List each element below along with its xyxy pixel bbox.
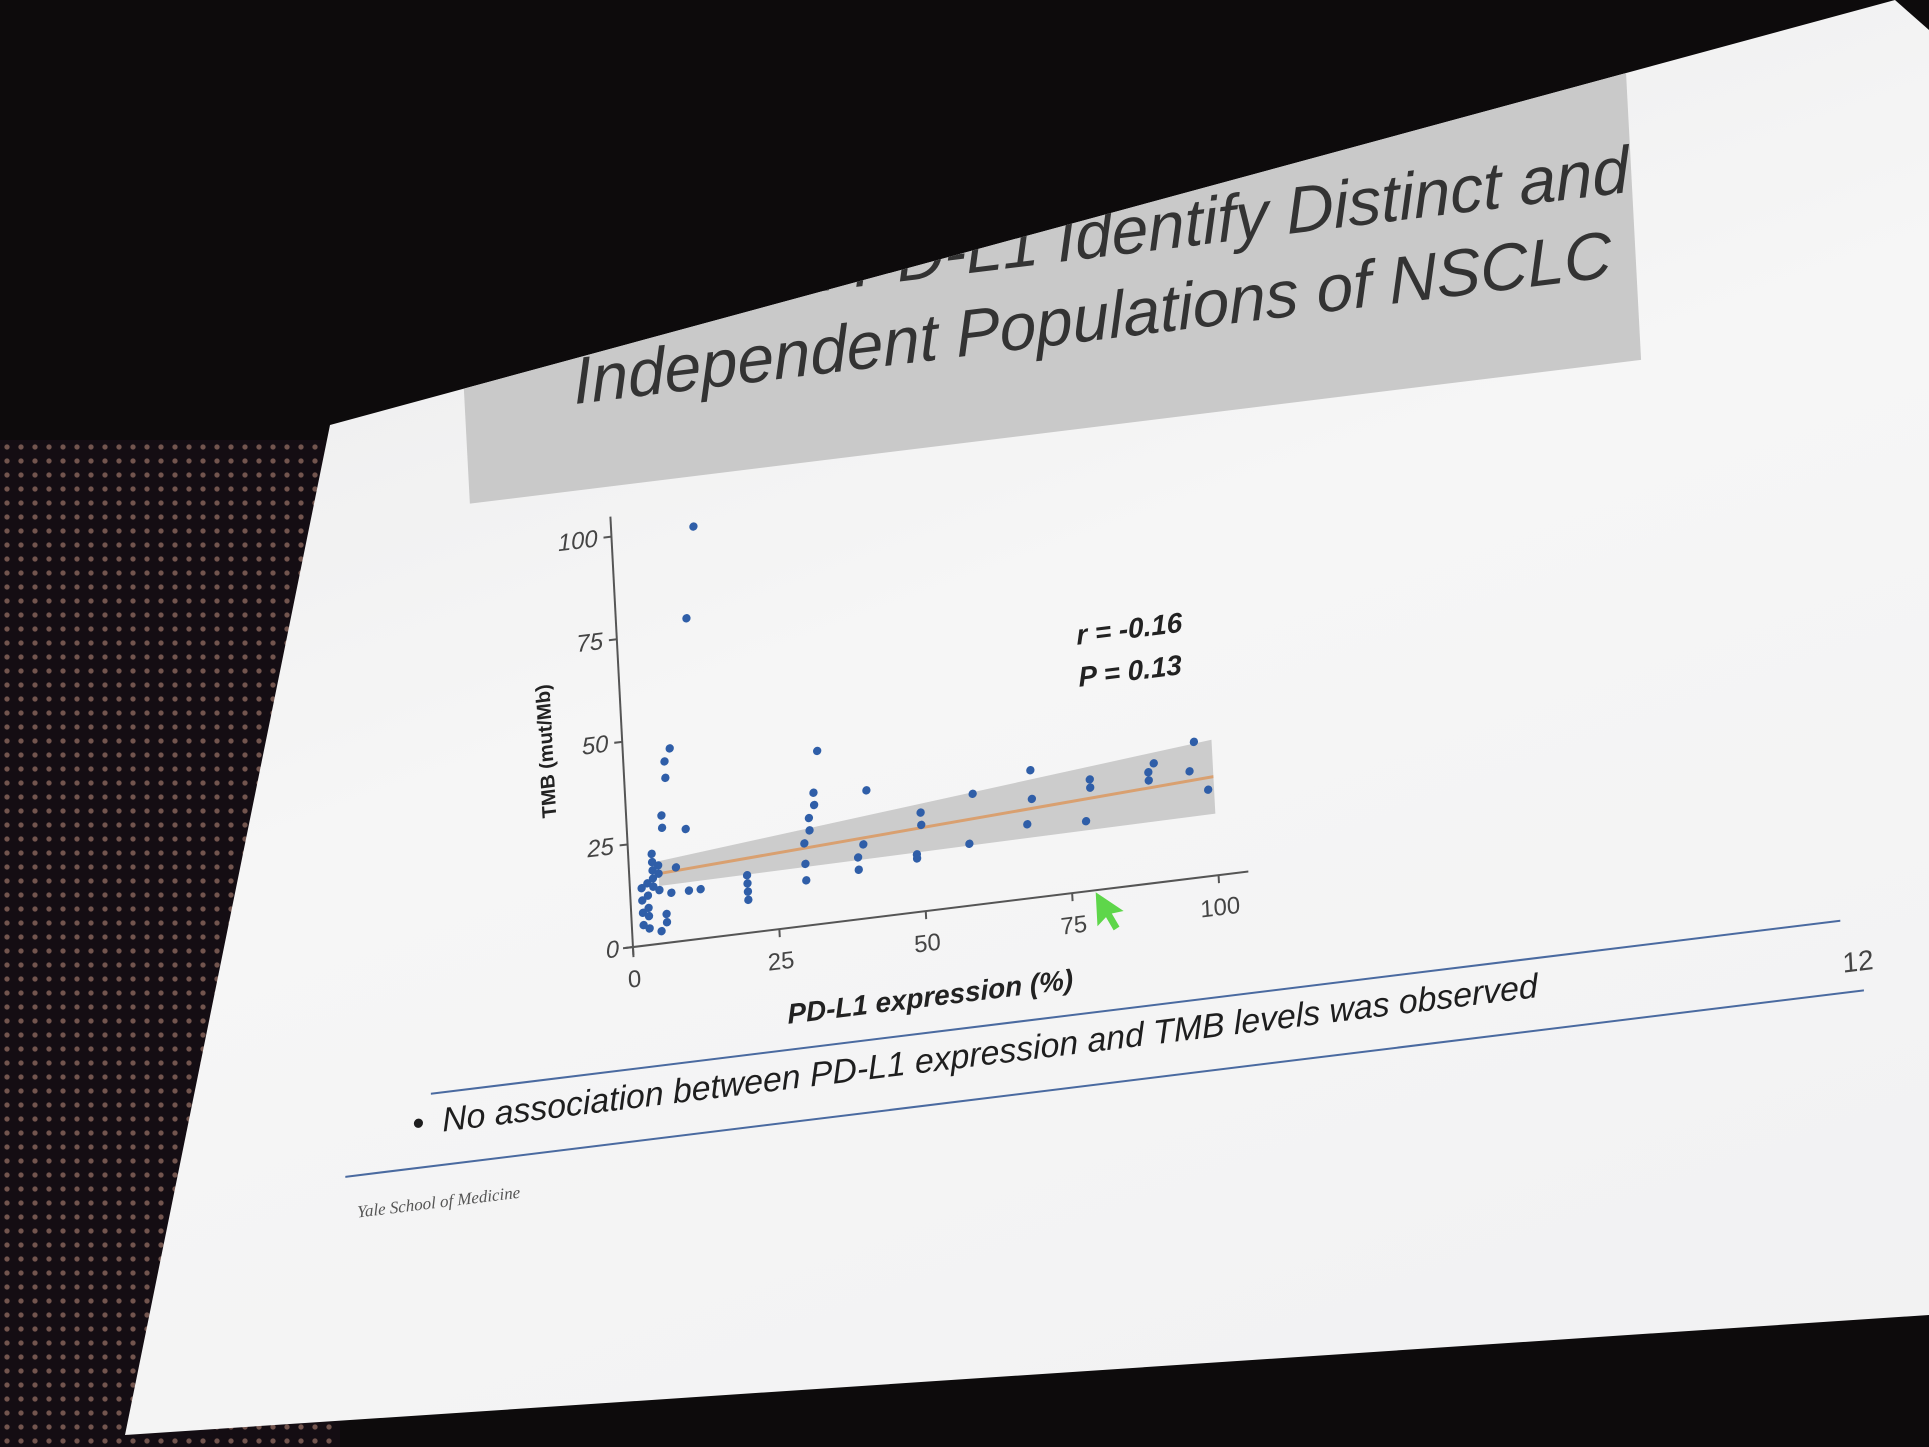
data-point bbox=[1023, 820, 1032, 829]
data-point bbox=[662, 917, 672, 927]
correlation-annotation: r = -0.16 bbox=[1076, 607, 1184, 651]
y-tick-label: 0 bbox=[605, 936, 620, 965]
data-point bbox=[648, 866, 657, 875]
data-point bbox=[681, 824, 690, 834]
y-tick-mark bbox=[624, 946, 634, 950]
data-point bbox=[671, 863, 681, 872]
y-tick-mark bbox=[603, 535, 612, 539]
data-point bbox=[801, 859, 810, 869]
y-tick-label: 25 bbox=[586, 833, 616, 863]
y-tick-label: 75 bbox=[576, 628, 605, 658]
footer-institution: Yale School of Medicine bbox=[356, 1182, 521, 1222]
data-point bbox=[644, 903, 653, 913]
data-point bbox=[655, 885, 664, 895]
data-point bbox=[802, 876, 811, 885]
y-tick-label: 50 bbox=[581, 730, 610, 760]
p-value-annotation: P = 0.13 bbox=[1078, 649, 1183, 693]
data-point bbox=[665, 744, 674, 753]
data-point bbox=[859, 840, 868, 849]
x-axis-line bbox=[622, 870, 1249, 950]
data-point bbox=[800, 839, 809, 848]
data-point bbox=[660, 757, 669, 766]
data-point bbox=[638, 908, 648, 918]
data-point bbox=[916, 808, 925, 817]
data-point bbox=[1081, 816, 1091, 826]
data-point bbox=[912, 850, 922, 859]
data-point bbox=[743, 879, 752, 888]
data-point bbox=[649, 882, 658, 891]
data-point bbox=[643, 891, 653, 900]
data-point bbox=[696, 884, 705, 894]
x-tick-label: 75 bbox=[1060, 911, 1088, 941]
confidence-band bbox=[657, 739, 1216, 886]
data-point bbox=[1085, 775, 1094, 784]
x-tick-label: 25 bbox=[767, 947, 795, 977]
y-axis-line bbox=[609, 516, 635, 958]
slide: TMB and PD-L1 Identify Distinct and Inde… bbox=[230, 0, 1923, 1361]
data-point bbox=[1144, 776, 1153, 785]
data-point bbox=[637, 883, 646, 893]
data-point bbox=[809, 788, 818, 797]
data-point bbox=[645, 924, 654, 933]
data-point bbox=[662, 909, 671, 919]
data-point bbox=[965, 839, 974, 849]
data-point bbox=[638, 896, 647, 905]
data-point bbox=[657, 926, 666, 936]
y-tick-mark bbox=[619, 843, 628, 847]
data-point bbox=[1144, 768, 1153, 777]
data-point bbox=[862, 786, 871, 795]
regression-line bbox=[658, 775, 1214, 876]
data-point bbox=[742, 870, 752, 880]
data-point bbox=[647, 849, 656, 859]
data-point bbox=[1204, 785, 1213, 794]
slide-page-number: 12 bbox=[1841, 943, 1875, 979]
data-point bbox=[648, 874, 658, 883]
x-tick-label: 50 bbox=[914, 929, 942, 959]
data-point bbox=[653, 861, 663, 870]
data-point bbox=[805, 826, 814, 835]
data-point bbox=[661, 773, 670, 783]
data-point bbox=[1027, 794, 1037, 804]
data-point bbox=[1189, 737, 1199, 747]
slide-title-box: TMB and PD-L1 Identify Distinct and Inde… bbox=[454, 59, 1642, 504]
data-point bbox=[643, 879, 652, 888]
data-point bbox=[1086, 783, 1095, 792]
data-point bbox=[667, 888, 676, 898]
data-point bbox=[647, 857, 657, 867]
data-point bbox=[809, 800, 819, 810]
data-point bbox=[917, 820, 926, 830]
data-point bbox=[684, 886, 694, 895]
x-tick-label: 100 bbox=[1200, 892, 1241, 924]
data-point bbox=[644, 911, 654, 921]
y-tick-label: 100 bbox=[557, 525, 599, 557]
data-point bbox=[1185, 767, 1194, 776]
data-point bbox=[853, 853, 863, 862]
data-point bbox=[1149, 759, 1158, 768]
x-tick-label: 0 bbox=[627, 965, 642, 994]
data-point bbox=[813, 746, 822, 756]
data-point bbox=[743, 887, 753, 896]
data-point bbox=[1026, 765, 1035, 775]
data-point bbox=[804, 813, 814, 823]
y-tick-mark bbox=[608, 638, 617, 642]
data-point bbox=[744, 895, 753, 905]
data-point bbox=[654, 869, 663, 878]
y-tick-mark bbox=[614, 740, 623, 744]
data-point bbox=[657, 811, 666, 820]
mouse-cursor-icon bbox=[1095, 892, 1124, 931]
data-point bbox=[682, 614, 691, 623]
data-point bbox=[689, 522, 698, 531]
data-point bbox=[639, 920, 648, 930]
data-point bbox=[854, 865, 863, 874]
data-point bbox=[657, 823, 667, 833]
data-point bbox=[968, 789, 977, 799]
y-axis-label: TMB (mut/Mb) bbox=[532, 683, 561, 819]
